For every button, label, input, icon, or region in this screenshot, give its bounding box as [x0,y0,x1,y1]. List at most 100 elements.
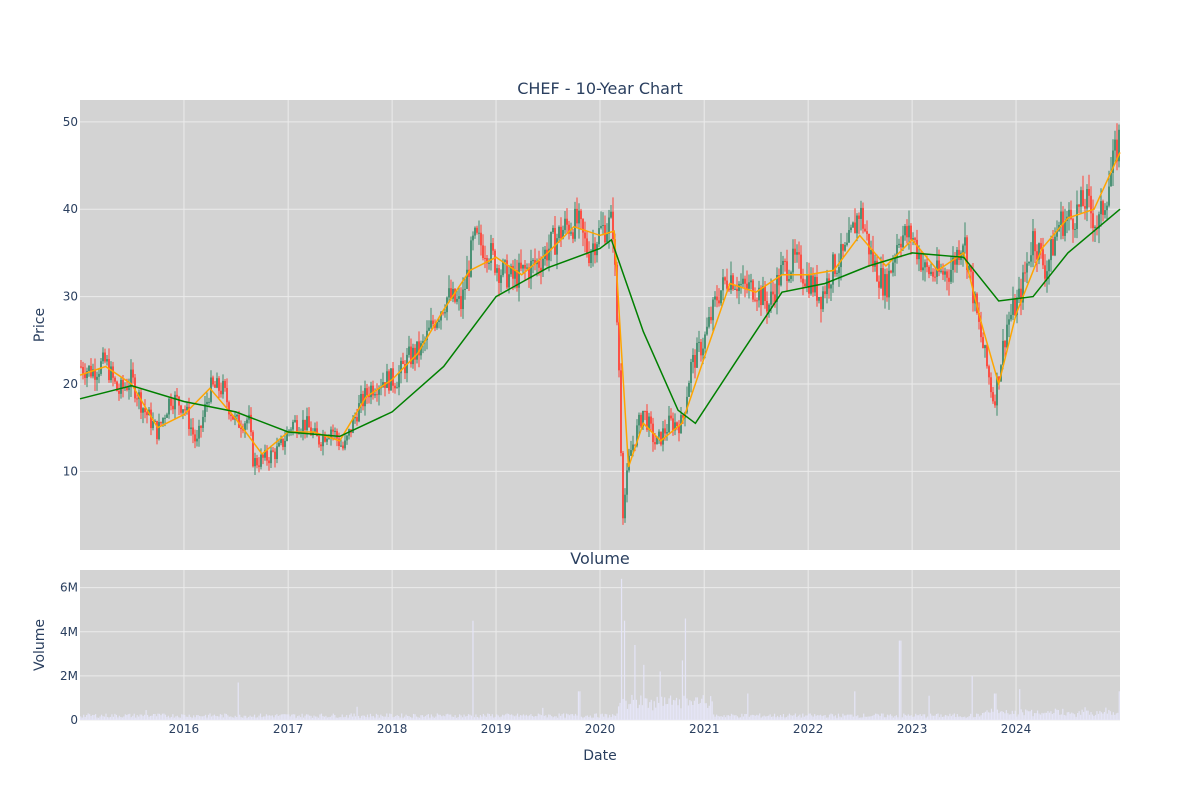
volume-bar [779,715,782,720]
volume-bar [524,715,526,720]
candle-body [440,312,442,321]
candle-body [228,402,230,415]
date-x-ticks: 2016 2017 2018 2019 2020 2021 2022 2023 2024 [169,722,1032,736]
volume-bar [649,702,651,720]
volume-bar [1114,714,1116,720]
candle-body [864,228,866,232]
volume-bar [883,717,886,720]
candle-body [1070,209,1072,219]
volume-bar [1016,716,1018,720]
volume-bar [861,717,863,720]
candle-body [116,381,118,391]
candle-body [442,312,444,314]
volume-bar [704,703,706,720]
volume-bar [818,715,820,720]
volume-bar [970,713,972,720]
candle-body [1026,263,1028,273]
volume-bar [83,714,85,720]
volume-bar [821,716,823,720]
candle-body [660,431,662,445]
candle-body [462,289,464,310]
candle-body [428,327,430,331]
volume-bar [825,717,828,720]
volume-bar [1091,714,1094,720]
volume-bar [546,717,548,720]
volume-bar [1054,708,1056,720]
volume-bar [172,714,174,720]
volume-bar [849,714,851,720]
candle-body [678,426,680,434]
volume-bar [681,660,684,720]
volume-bar [756,714,758,720]
candle-body [1002,340,1004,366]
volume-bar [450,714,452,720]
candle-body [1082,190,1084,207]
volume-bar [387,717,389,720]
volume-bar [1036,710,1039,720]
candle-body [422,341,424,344]
volume-bar [675,697,678,720]
volume-bar [950,716,952,720]
volume-bar [724,717,727,720]
volume-bar [435,716,437,720]
volume-bar [1118,691,1120,720]
candle-body [184,409,186,411]
volume-bar [1112,712,1114,720]
volume-bar [439,714,441,720]
volume-bar [1045,712,1048,720]
candle-body [252,432,254,467]
price-tick-label: 30 [63,290,78,304]
volume-bar [915,713,917,720]
date-tick-label: 2022 [793,722,824,736]
volume-bar [144,714,146,720]
volume-bar [473,717,476,720]
volume-bar [629,703,632,720]
candle-body [560,226,562,239]
volume-bar [934,715,936,720]
candle-body [222,380,224,395]
volume-bar [108,717,110,720]
volume-bar [377,714,379,720]
volume-bar [332,713,334,720]
volume-bar [200,716,202,720]
candle-body [270,450,272,464]
candle-body [918,253,920,260]
candle-body [648,416,650,430]
volume-bar [273,717,275,720]
volume-bar [279,715,281,720]
candle-body [934,276,936,278]
candle-body [418,341,420,356]
volume-bar [674,700,676,720]
candle-body [482,245,484,258]
volume-bar [1062,708,1064,720]
volume-bar [560,715,562,720]
candle-body [244,423,246,431]
volume-bar [888,715,890,720]
price-tick-label: 50 [63,115,78,129]
candle-body [662,428,664,445]
volume-bar [1059,714,1061,720]
candle-body [438,320,440,322]
volume-bar [371,716,373,720]
candle-body [104,352,106,362]
candle-body [606,233,608,243]
volume-bar [637,708,639,720]
volume-bar [460,715,462,720]
volume-bar [968,716,970,720]
volume-bar [418,717,421,720]
candle-body [982,337,984,349]
candle-body [512,265,514,279]
volume-bar [1056,709,1058,720]
candle-body [318,436,320,445]
volume-bar [903,713,905,720]
volume-bar [638,704,640,720]
volume-bar [252,716,254,720]
volume-bar [922,714,924,720]
volume-bar [1002,711,1004,720]
volume-bar [867,716,869,720]
volume-bar [259,713,262,720]
volume-bar [464,716,467,720]
volume-bar [1106,713,1108,720]
volume-bar [750,715,752,720]
volume-bar [398,715,400,720]
